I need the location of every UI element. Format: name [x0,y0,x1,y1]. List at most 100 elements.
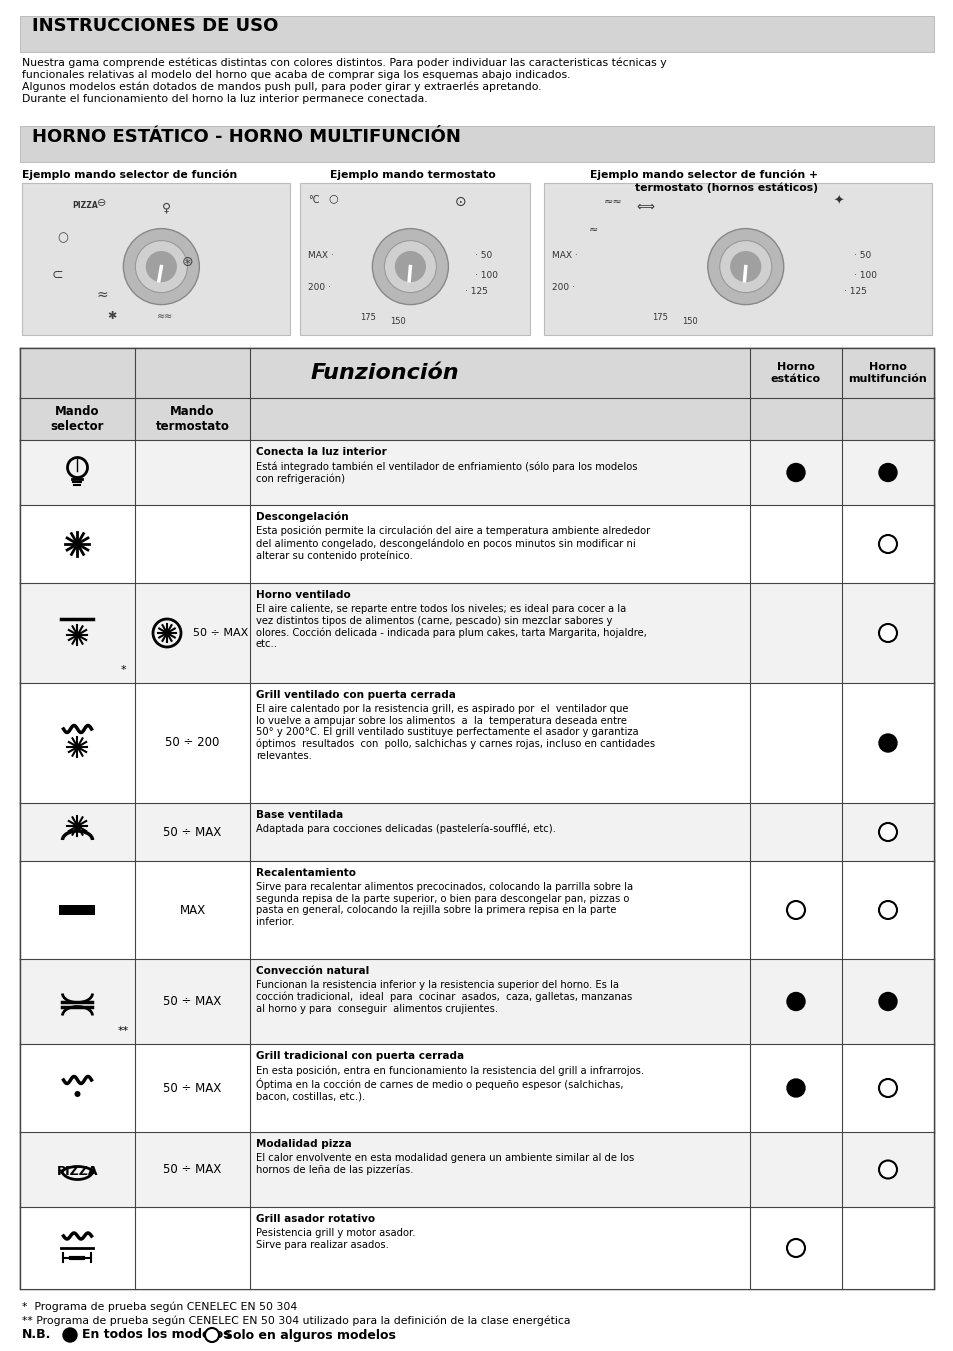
Text: ⊙: ⊙ [455,195,466,209]
Text: ○: ○ [328,193,337,203]
Bar [20,349,933,399]
Circle shape [719,240,771,293]
Bar [299,182,530,335]
Text: · 125: · 125 [843,286,866,296]
Text: 175: 175 [359,313,375,322]
Text: ≈: ≈ [588,226,598,235]
Text: Descongelación: Descongelación [255,512,348,523]
Text: MAX: MAX [179,904,205,916]
Circle shape [75,824,80,828]
Text: Está integrado también el ventilador de enfriamiento (sólo para los modelos
con : Está integrado también el ventilador de … [255,461,637,484]
Circle shape [878,624,896,642]
Circle shape [205,1328,219,1342]
Text: En todos los modelos: En todos los modelos [82,1328,231,1342]
Text: HORNO ESTÁTICO - HORNO MULTIFUNCIÓN: HORNO ESTÁTICO - HORNO MULTIFUNCIÓN [32,128,460,146]
Bar [20,1132,933,1206]
Text: Horno
multifunción: Horno multifunción [848,362,926,384]
Text: Mando
termostato: Mando termostato [155,405,230,434]
Text: ⟺: ⟺ [636,201,653,213]
Circle shape [729,251,760,282]
Bar [20,1044,933,1132]
Text: °C: °C [308,195,319,205]
Circle shape [164,631,170,635]
Text: 200 ·: 200 · [308,282,331,292]
Text: Horno
estático: Horno estático [770,362,821,384]
Circle shape [878,901,896,919]
Bar [20,802,933,861]
Circle shape [786,463,804,481]
Text: 50 ÷ MAX: 50 ÷ MAX [163,1082,221,1094]
Text: MAX ·: MAX · [552,251,578,259]
Text: El aire caliente, se reparte entre todos los niveles; es ideal para cocer a la
v: El aire caliente, se reparte entre todos… [255,604,646,650]
Circle shape [75,744,80,750]
Text: · 125: · 125 [464,286,487,296]
Text: Esta posición permite la circulación del aire a temperatura ambiente alrededor
d: Esta posición permite la circulación del… [255,526,650,561]
Text: Grill ventilado con puerta cerrada: Grill ventilado con puerta cerrada [255,690,456,700]
Text: 50 ÷ 200: 50 ÷ 200 [165,736,219,750]
Text: Ejemplo mando selector de función: Ejemplo mando selector de función [22,170,237,181]
Bar [20,126,933,162]
Text: Adaptada para cocciones delicadas (pastelería-soufflé, etc).: Adaptada para cocciones delicadas (paste… [255,824,556,835]
Circle shape [123,228,199,304]
Text: N.B.: N.B. [22,1328,51,1342]
Text: ⊖: ⊖ [97,199,107,208]
Bar [20,399,933,440]
Text: **: ** [117,1025,129,1036]
Text: INSTRUCCIONES DE USO: INSTRUCCIONES DE USO [32,18,278,35]
Text: Solo en alguros modelos: Solo en alguros modelos [224,1328,395,1342]
Text: ✦: ✦ [833,195,843,208]
Text: Base ventilada: Base ventilada [255,811,343,820]
Circle shape [786,993,804,1011]
Text: · 100: · 100 [475,272,497,280]
Circle shape [135,240,187,293]
Circle shape [372,228,448,304]
Text: ≈≈: ≈≈ [157,311,173,322]
Text: · 50: · 50 [475,251,492,259]
Circle shape [75,632,80,638]
Circle shape [707,228,783,304]
Text: ≈≈: ≈≈ [603,197,622,207]
Circle shape [146,251,176,282]
Circle shape [63,1328,77,1342]
Text: Convección natural: Convección natural [255,966,369,975]
Bar [20,684,933,802]
Bar [20,959,933,1044]
Text: ○: ○ [57,231,68,245]
Text: 50 ÷ MAX: 50 ÷ MAX [163,825,221,839]
Text: · 50: · 50 [853,251,870,259]
Text: 50 ÷ MAX: 50 ÷ MAX [193,628,248,638]
Text: 50 ÷ MAX: 50 ÷ MAX [163,994,221,1008]
Text: Recalentamiento: Recalentamiento [255,867,355,878]
Text: PIZZA: PIZZA [56,1165,98,1178]
Circle shape [74,540,80,547]
Text: ** Programa de prueba según CENELEC EN 50 304 utilizado para la definición de la: ** Programa de prueba según CENELEC EN 5… [22,1315,570,1325]
Bar [22,182,290,335]
Circle shape [878,1161,896,1178]
Circle shape [395,251,426,282]
Text: Ejemplo mando termostato: Ejemplo mando termostato [330,170,496,180]
Text: Grill asador rotativo: Grill asador rotativo [255,1215,375,1224]
Circle shape [786,901,804,919]
Circle shape [878,993,896,1011]
Text: 150: 150 [390,317,405,326]
Text: ≈: ≈ [97,288,109,303]
Circle shape [878,535,896,553]
Text: ♀: ♀ [162,201,171,213]
Text: *: * [120,665,126,676]
Text: Funzionción: Funzionción [311,363,458,382]
Text: ⊂: ⊂ [51,267,63,282]
Bar [59,905,95,915]
Bar [20,349,933,1289]
Text: ⊛: ⊛ [182,255,193,269]
Text: 175: 175 [651,313,667,322]
Circle shape [878,1079,896,1097]
Text: · 100: · 100 [853,272,876,280]
Text: 200 ·: 200 · [552,282,575,292]
Bar [20,440,933,505]
Text: Pesistencia grill y motor asador.
Sirve para realizar asados.: Pesistencia grill y motor asador. Sirve … [255,1228,416,1250]
Text: Conecta la luz interior: Conecta la luz interior [255,447,386,457]
Circle shape [786,1079,804,1097]
Text: Sirve para recalentar alimentos precocinados, colocando la parrilla sobre la
seg: Sirve para recalentar alimentos precocin… [255,882,633,927]
Text: Modalidad pizza: Modalidad pizza [255,1139,352,1148]
Circle shape [878,463,896,481]
